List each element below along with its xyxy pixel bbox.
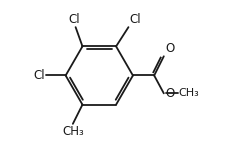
Text: CH₃: CH₃ <box>62 125 84 138</box>
Text: O: O <box>165 87 174 100</box>
Text: Cl: Cl <box>33 69 45 82</box>
Text: CH₃: CH₃ <box>178 88 199 98</box>
Text: O: O <box>165 42 174 55</box>
Text: Cl: Cl <box>68 13 80 26</box>
Text: Cl: Cl <box>130 13 141 26</box>
